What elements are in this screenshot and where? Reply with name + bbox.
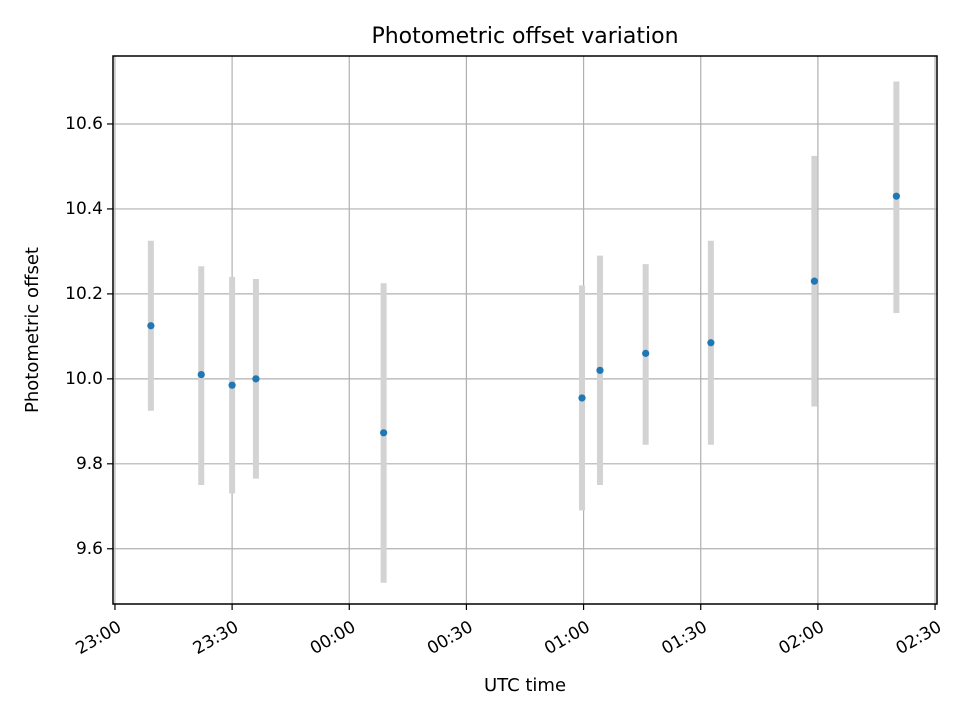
data-points (147, 192, 900, 437)
data-point (892, 192, 900, 200)
y-tick-label: 10.6 (65, 114, 103, 134)
data-point (596, 366, 604, 374)
chart-title: Photometric offset variation (371, 24, 678, 49)
y-tick-label: 9.8 (76, 454, 103, 474)
data-point (228, 381, 236, 389)
y-axis-ticks: 9.6 9.8 10.0 10.2 10.4 10.6 (65, 114, 113, 559)
gridlines (113, 56, 937, 604)
y-tick-label: 10.0 (65, 369, 103, 389)
plot-frame (112, 55, 938, 605)
data-point (197, 371, 205, 379)
data-point (252, 375, 260, 383)
data-point (810, 277, 818, 285)
data-point (578, 394, 586, 402)
data-point (380, 429, 388, 437)
y-tick-label: 10.2 (65, 284, 103, 304)
data-point (642, 349, 650, 357)
y-axis-label: Photometric offset (22, 247, 43, 413)
data-point (147, 322, 155, 330)
data-point (707, 339, 715, 347)
x-axis-label: UTC time (484, 675, 566, 696)
y-tick-label: 9.6 (76, 539, 103, 559)
y-tick-label: 10.4 (65, 199, 103, 219)
